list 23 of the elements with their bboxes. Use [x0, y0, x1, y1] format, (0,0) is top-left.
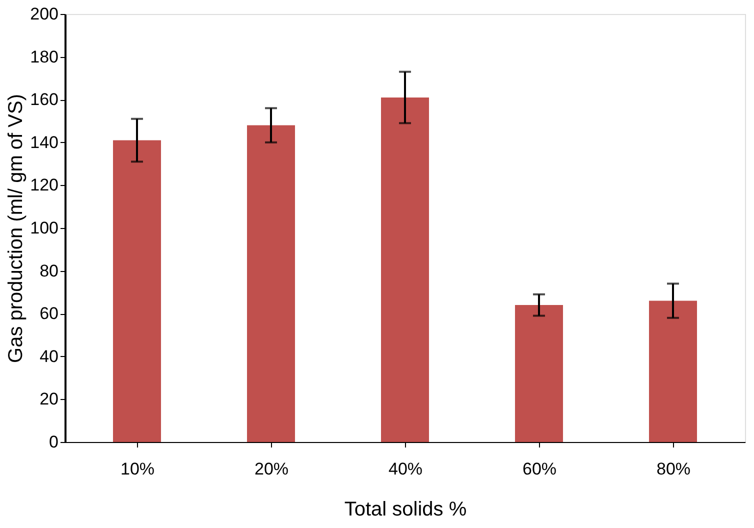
y-tick-label: 0 [49, 432, 58, 452]
bar [113, 140, 161, 442]
y-axis-title: Gas production (ml/ gm of VS) [5, 94, 28, 363]
x-tick-label: 60% [522, 460, 557, 478]
y-tick-label: 200 [30, 4, 58, 24]
x-tick-label: 40% [388, 460, 423, 478]
x-tick-label: 20% [254, 460, 289, 478]
x-tick-label: 10% [120, 460, 155, 478]
y-tick-label: 120 [30, 176, 58, 195]
y-tick-label: 60 [40, 304, 58, 324]
y-tick-label: 80 [40, 261, 58, 280]
y-tick-label: 20 [40, 390, 58, 409]
bar [649, 300, 697, 442]
y-tick-label: 100 [30, 218, 58, 238]
bar [381, 97, 429, 442]
y-tick-label: 160 [30, 90, 58, 110]
x-tick-label: 80% [656, 460, 691, 478]
x-axis-title: Total solids % [344, 498, 467, 520]
y-tick-label: 140 [30, 132, 58, 152]
y-tick-label: 180 [30, 47, 58, 66]
bar [515, 305, 563, 442]
bar [247, 125, 295, 442]
y-tick-label: 40 [40, 346, 58, 366]
